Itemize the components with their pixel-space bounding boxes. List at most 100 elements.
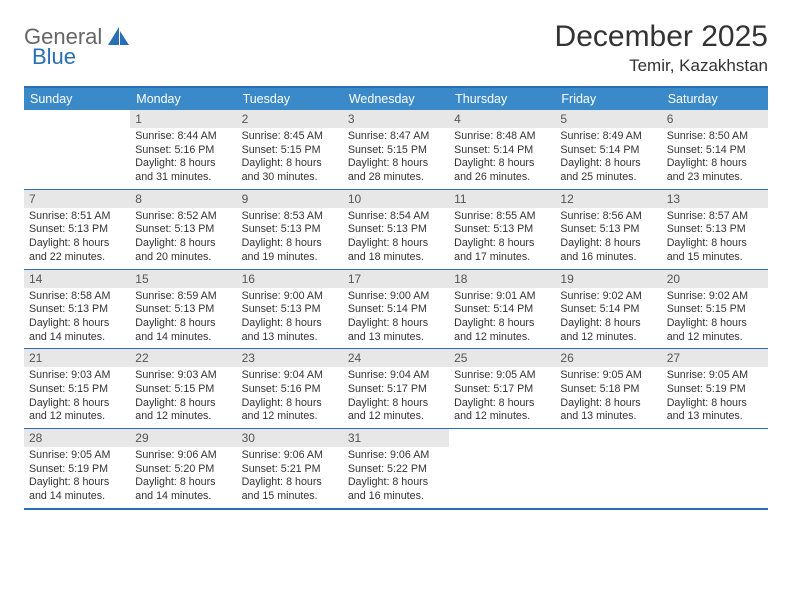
sunrise: Sunrise: 9:03 AM [135,369,231,383]
sunset: Sunset: 5:13 PM [135,303,231,317]
day-number: 3 [343,110,449,128]
daylight-line1: Daylight: 8 hours [454,397,550,411]
daylight-line2: and 16 minutes. [560,251,656,265]
daylight-line2: and 19 minutes. [242,251,338,265]
daylight-line2: and 20 minutes. [135,251,231,265]
daylight-line2: and 14 minutes. [29,331,125,345]
day-number: 6 [662,110,768,128]
dow-header: Friday [555,88,661,110]
day-details: Sunrise: 8:48 AMSunset: 5:14 PMDaylight:… [449,128,555,189]
sunrise: Sunrise: 9:03 AM [29,369,125,383]
day-details: Sunrise: 8:53 AMSunset: 5:13 PMDaylight:… [237,208,343,269]
daylight-line1: Daylight: 8 hours [242,157,338,171]
day-number: 1 [130,110,236,128]
calendar-table: SundayMondayTuesdayWednesdayThursdayFrid… [24,88,768,508]
sunrise: Sunrise: 8:50 AM [667,130,763,144]
calendar-day: 13Sunrise: 8:57 AMSunset: 5:13 PMDayligh… [662,189,768,269]
dow-header: Saturday [662,88,768,110]
month-title: December 2025 [555,20,768,54]
day-details: Sunrise: 8:54 AMSunset: 5:13 PMDaylight:… [343,208,449,269]
daylight-line1: Daylight: 8 hours [242,317,338,331]
sunrise: Sunrise: 9:05 AM [454,369,550,383]
day-details: Sunrise: 9:06 AMSunset: 5:20 PMDaylight:… [130,447,236,508]
calendar-day: 9Sunrise: 8:53 AMSunset: 5:13 PMDaylight… [237,189,343,269]
sunrise: Sunrise: 8:57 AM [667,210,763,224]
brand-part2: Blue [32,44,76,70]
sunrise: Sunrise: 9:01 AM [454,290,550,304]
day-details: Sunrise: 9:00 AMSunset: 5:13 PMDaylight:… [237,288,343,349]
daylight-line2: and 13 minutes. [348,331,444,345]
sunset: Sunset: 5:13 PM [29,303,125,317]
daylight-line2: and 12 minutes. [667,331,763,345]
day-number: 4 [449,110,555,128]
calendar-day: 14 Sunrise: 8:58 AMSunset: 5:13 PMDayligh… [24,269,130,349]
daylight-line1: Daylight: 8 hours [135,397,231,411]
day-number: 19 [555,270,661,288]
daylight-line1: Daylight: 8 hours [667,317,763,331]
sunset: Sunset: 5:19 PM [667,383,763,397]
calendar-day: 10Sunrise: 8:54 AMSunset: 5:13 PMDayligh… [343,189,449,269]
daylight-line1: Daylight: 8 hours [667,397,763,411]
sunrise: Sunrise: 8:53 AM [242,210,338,224]
sunset: Sunset: 5:13 PM [242,223,338,237]
calendar-day: .. [449,429,555,508]
day-details: Sunrise: 9:04 AMSunset: 5:16 PMDaylight:… [237,367,343,428]
daylight-line2: and 17 minutes. [454,251,550,265]
sunrise: Sunrise: 9:04 AM [242,369,338,383]
daylight-line1: Daylight: 8 hours [135,237,231,251]
daylight-line1: Daylight: 8 hours [135,157,231,171]
sunset: Sunset: 5:14 PM [454,144,550,158]
daylight-line1: Daylight: 8 hours [560,317,656,331]
calendar-day: 5Sunrise: 8:49 AMSunset: 5:14 PMDaylight… [555,110,661,189]
day-number: 18 [449,270,555,288]
sunset: Sunset: 5:13 PM [560,223,656,237]
calendar-day: 7Sunrise: 8:51 AMSunset: 5:13 PMDaylight… [24,189,130,269]
sunset: Sunset: 5:14 PM [667,144,763,158]
sunrise: Sunrise: 8:44 AM [135,130,231,144]
sunset: Sunset: 5:13 PM [242,303,338,317]
calendar-day: 8Sunrise: 8:52 AMSunset: 5:13 PMDaylight… [130,189,236,269]
location: Temir, Kazakhstan [555,56,768,76]
day-number: 28 [24,429,130,447]
day-number: 13 [662,190,768,208]
daylight-line1: Daylight: 8 hours [560,157,656,171]
calendar-day: 1Sunrise: 8:44 AMSunset: 5:16 PMDaylight… [130,110,236,189]
daylight-line1: Daylight: 8 hours [242,237,338,251]
sunset: Sunset: 5:13 PM [135,223,231,237]
day-number: 14 [24,270,130,288]
calendar-day: 28Sunrise: 9:05 AMSunset: 5:19 PMDayligh… [24,429,130,508]
calendar-day: 25Sunrise: 9:05 AMSunset: 5:17 PMDayligh… [449,349,555,429]
sunset: Sunset: 5:16 PM [242,383,338,397]
sunset: Sunset: 5:21 PM [242,463,338,477]
day-details: Sunrise: 8:51 AMSunset: 5:13 PMDaylight:… [24,208,130,269]
day-number: 30 [237,429,343,447]
calendar-day: 2Sunrise: 8:45 AMSunset: 5:15 PMDaylight… [237,110,343,189]
day-number: 16 [237,270,343,288]
day-details: Sunrise: 9:01 AMSunset: 5:14 PMDaylight:… [449,288,555,349]
sunrise: Sunrise: 9:06 AM [348,449,444,463]
day-details: Sunrise: 8:57 AMSunset: 5:13 PMDaylight:… [662,208,768,269]
day-details: Sunrise: 8:45 AMSunset: 5:15 PMDaylight:… [237,128,343,189]
day-details: Sunrise: 8:49 AMSunset: 5:14 PMDaylight:… [555,128,661,189]
sunrise: Sunrise: 8:59 AM [135,290,231,304]
day-details: Sunrise: 8:50 AMSunset: 5:14 PMDaylight:… [662,128,768,189]
day-details: Sunrise: 9:02 AMSunset: 5:15 PMDaylight:… [662,288,768,349]
daylight-line2: and 25 minutes. [560,171,656,185]
daylight-line2: and 13 minutes. [560,410,656,424]
sunset: Sunset: 5:22 PM [348,463,444,477]
calendar-week: 21Sunrise: 9:03 AMSunset: 5:15 PMDayligh… [24,349,768,429]
daylight-line2: and 13 minutes. [242,331,338,345]
daylight-line1: Daylight: 8 hours [29,317,125,331]
daylight-line1: Daylight: 8 hours [348,317,444,331]
day-number: 26 [555,349,661,367]
daylight-line1: Daylight: 8 hours [348,157,444,171]
calendar-week: 7Sunrise: 8:51 AMSunset: 5:13 PMDaylight… [24,189,768,269]
day-number: 27 [662,349,768,367]
sunrise: Sunrise: 8:58 AM [29,290,125,304]
calendar-day: 20Sunrise: 9:02 AMSunset: 5:15 PMDayligh… [662,269,768,349]
day-number: 9 [237,190,343,208]
calendar-day: 22Sunrise: 9:03 AMSunset: 5:15 PMDayligh… [130,349,236,429]
day-number: 24 [343,349,449,367]
sunrise: Sunrise: 9:00 AM [242,290,338,304]
sunset: Sunset: 5:14 PM [454,303,550,317]
